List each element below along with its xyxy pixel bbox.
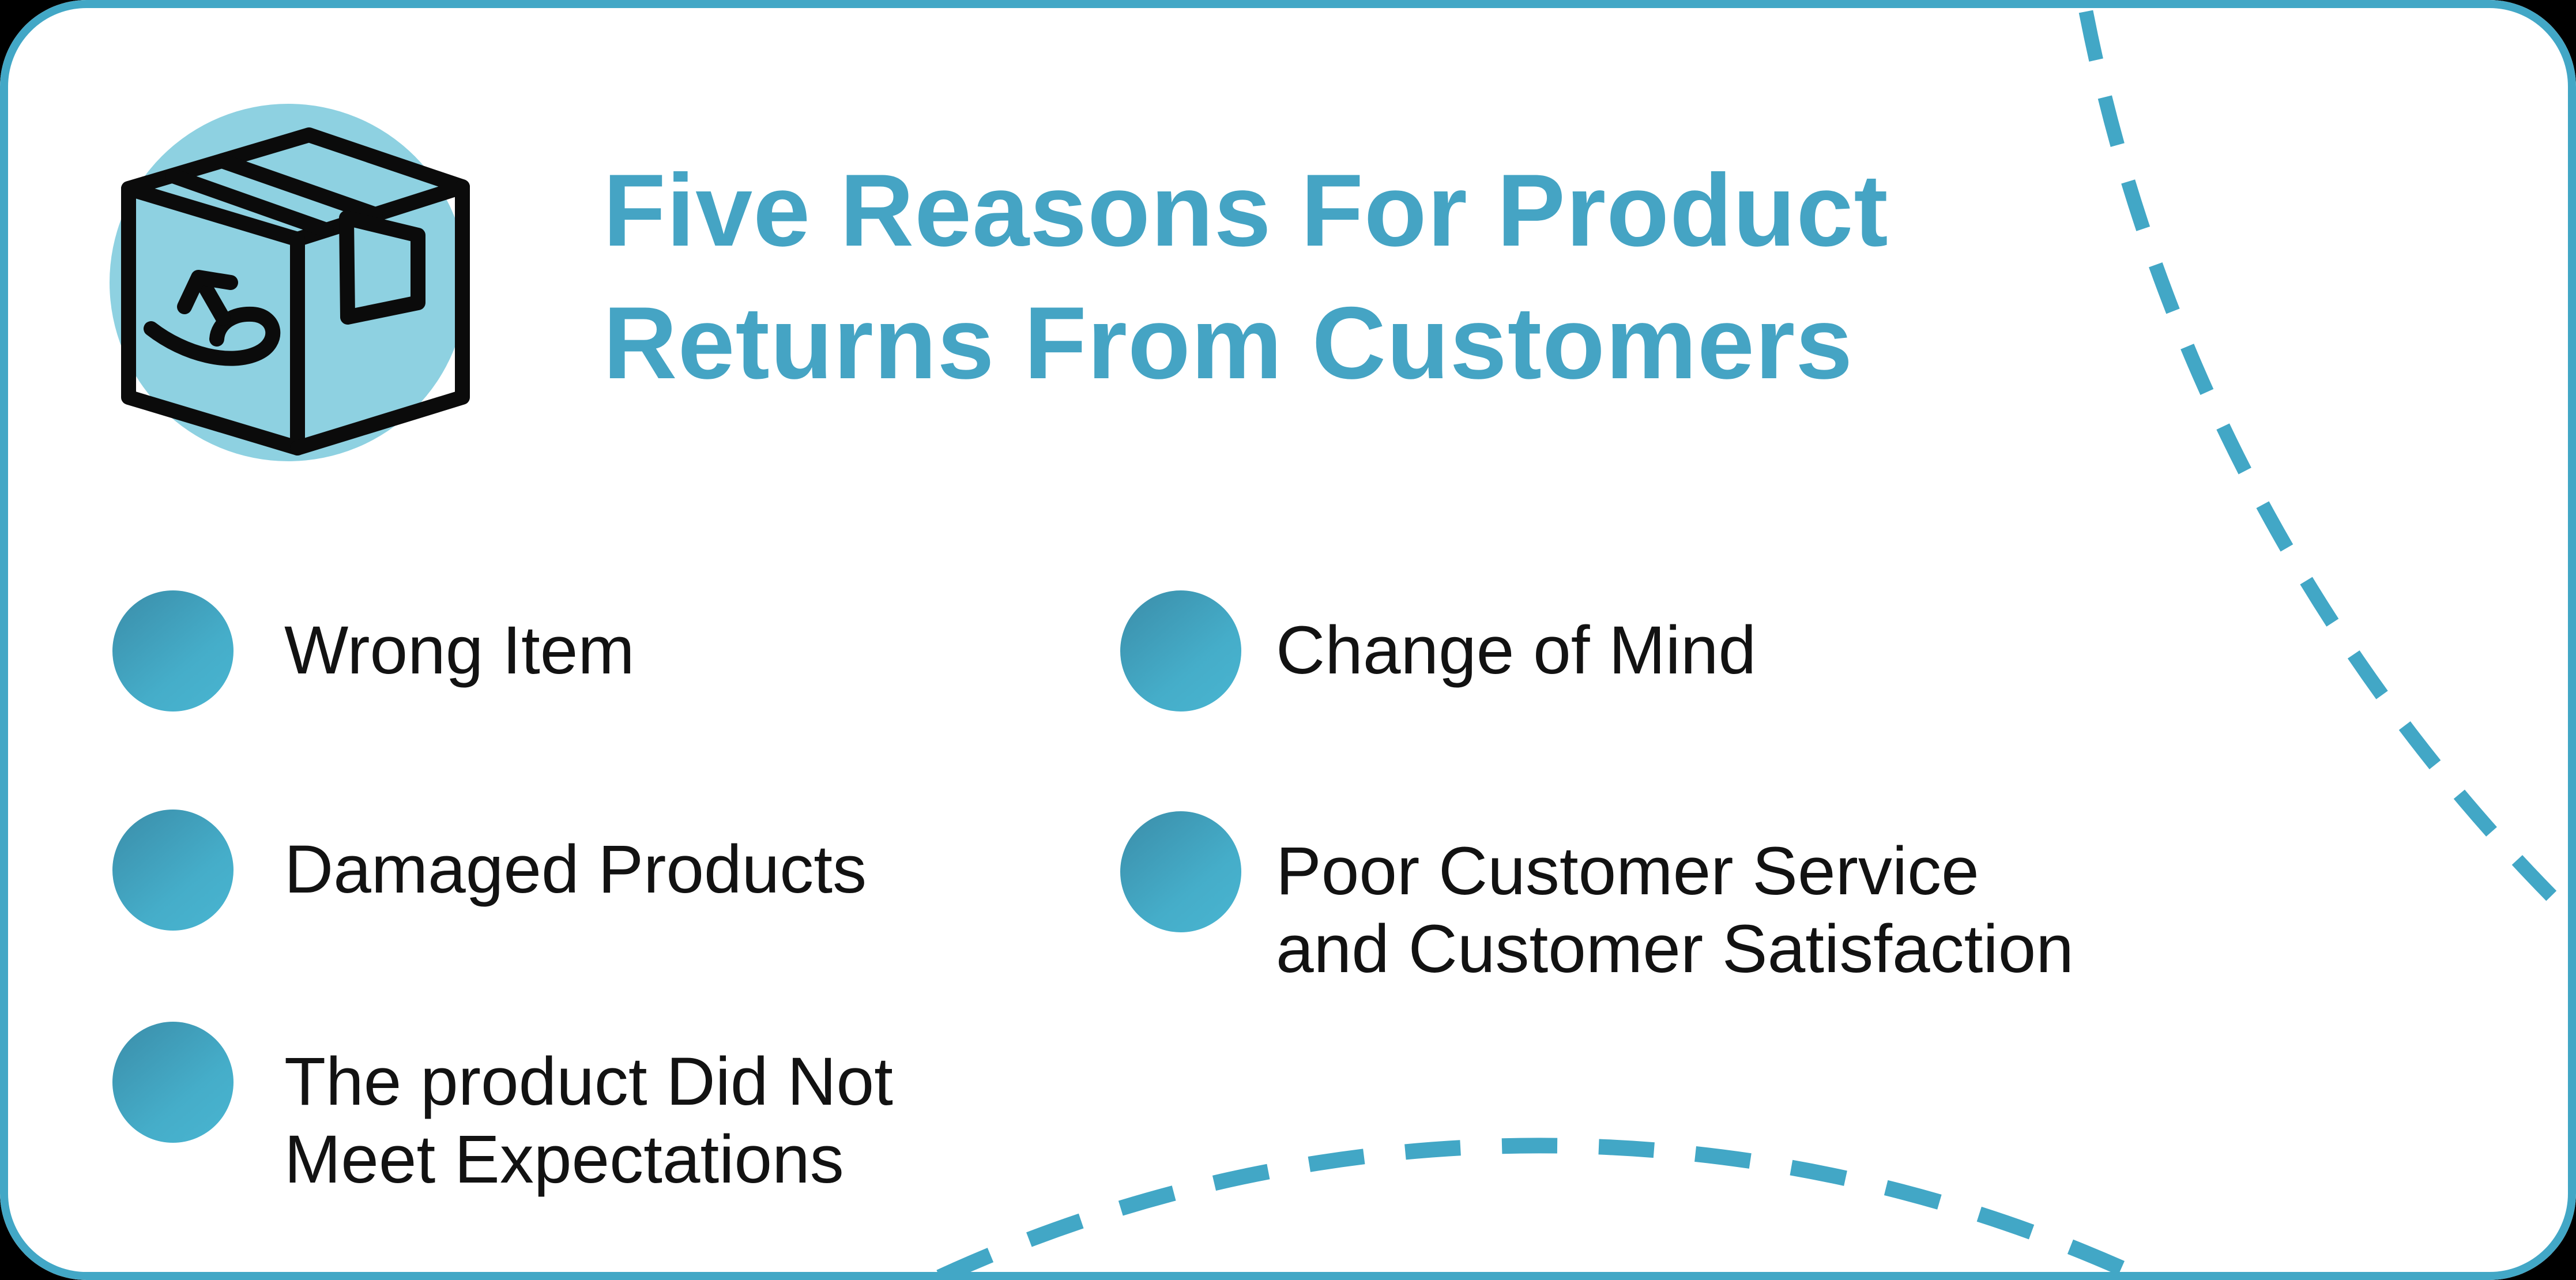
bullet-circle [112, 590, 234, 711]
return-arrow-head [177, 270, 238, 314]
reason-item-damaged-products: Damaged Products [112, 810, 867, 931]
bullet-circle [1120, 811, 1241, 932]
bullet-circle [112, 1022, 234, 1143]
return-arrow-icon [144, 306, 281, 366]
reason-text: and Customer Satisfaction [1276, 911, 2074, 987]
reason-text: Damaged Products [284, 831, 867, 908]
return-package-icon [110, 104, 470, 461]
reason-text: Meet Expectations [284, 1121, 844, 1198]
bullet-circle [112, 810, 234, 931]
box-tape-stripe [165, 168, 334, 238]
box-right-face [290, 179, 470, 455]
reason-item-did-not-meet-expectations: The product Did Not Meet Expectations [112, 1022, 893, 1199]
box-tape-stripe [214, 153, 383, 222]
page-title-line1: Five Reasons For Product [603, 153, 1889, 268]
reason-text: Wrong Item [284, 612, 635, 688]
return-arrow-stem [194, 273, 231, 326]
dashed-curve-bottom-icon [936, 1138, 2145, 1280]
bullet-circle [1120, 590, 1241, 711]
reason-item-wrong-item: Wrong Item [112, 590, 635, 711]
reason-text: Poor Customer Service [1276, 833, 1979, 909]
dashed-curve-top-right-icon [2078, 10, 2576, 931]
box-tape-flap [339, 210, 425, 325]
reason-text: The product Did Not [284, 1044, 893, 1120]
page-title: Five Reasons For Product Returns From Cu… [603, 144, 1889, 409]
box-left-face [121, 181, 305, 455]
reason-item-change-of-mind: Change of Mind [1120, 590, 1756, 711]
page-title-line2: Returns From Customers [603, 285, 1854, 400]
reason-item-poor-customer-service: Poor Customer Service and Customer Satis… [1120, 811, 2074, 988]
icon-background-circle [110, 104, 467, 461]
reason-text: Change of Mind [1276, 612, 1757, 688]
